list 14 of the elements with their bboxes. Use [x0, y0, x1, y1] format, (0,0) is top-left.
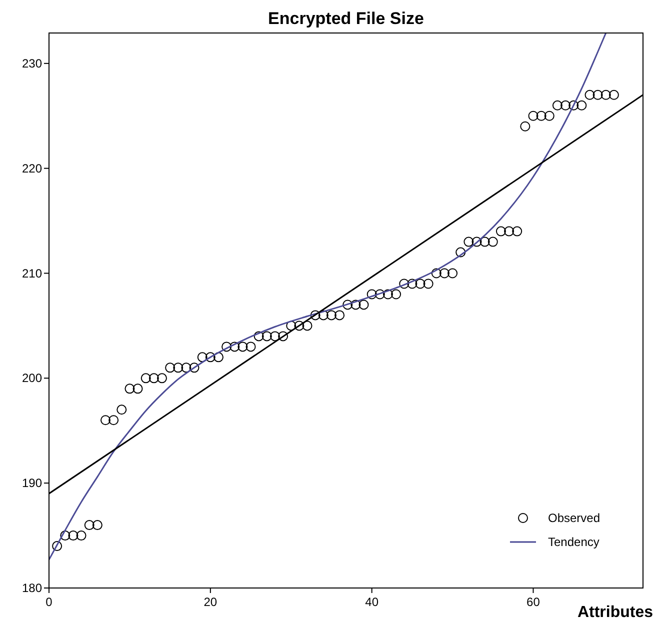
x-axis-title: Attributes — [577, 604, 654, 621]
x-tick-label: 20 — [204, 595, 218, 609]
x-tick-label: 60 — [526, 595, 540, 609]
legend-label: Tendency — [548, 535, 600, 549]
y-tick-label: 200 — [22, 371, 42, 386]
y-tick-label: 190 — [22, 476, 42, 490]
chart-title: Encrypted File Size — [268, 9, 424, 28]
x-tick-label: 40 — [365, 595, 379, 609]
y-tick-label: 210 — [22, 266, 42, 280]
x-tick-label: 0 — [46, 595, 53, 609]
y-tick-label: 180 — [22, 581, 42, 595]
legend-label: Observed — [548, 511, 600, 525]
y-tick-label: 230 — [22, 56, 42, 70]
y-tick-label: 220 — [22, 161, 42, 176]
